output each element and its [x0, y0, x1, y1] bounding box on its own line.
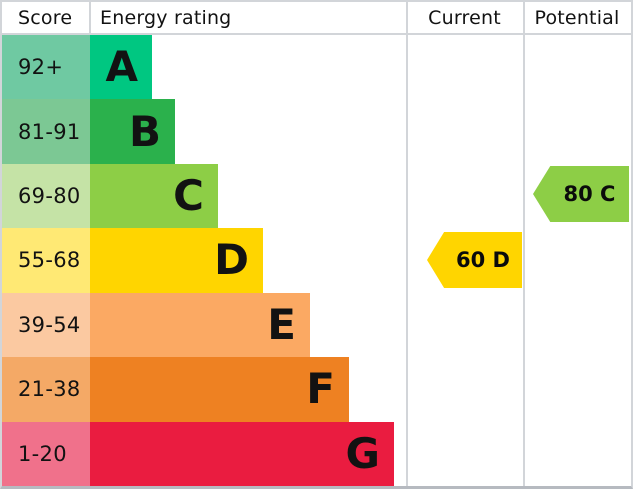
band-letter: F — [306, 364, 335, 414]
potential-column-divider — [523, 2, 525, 486]
potential-rating-arrow: 80 C — [533, 166, 629, 222]
score-column-divider — [89, 2, 91, 35]
current-rating-arrow: 60 D — [427, 232, 522, 288]
band-bar: E — [90, 292, 310, 358]
band-row-g: 1-20 G — [2, 421, 631, 486]
band-letter: E — [267, 299, 296, 349]
band-score-cell: 55-68 — [2, 228, 90, 293]
band-row-e: 39-54 E — [2, 292, 631, 358]
band-bar: F — [90, 357, 349, 422]
band-letter: C — [173, 171, 204, 221]
band-score-cell: 21-38 — [2, 357, 90, 422]
band-bar: B — [90, 99, 175, 164]
band-bar: A — [90, 35, 152, 100]
band-bar: D — [90, 228, 263, 293]
band-letter: A — [105, 42, 138, 92]
current-column-divider — [406, 2, 408, 486]
band-rows: 92+ A 81-91 B 69-80 C 55-68 D 39-54 — [2, 35, 631, 486]
band-score-cell: 92+ — [2, 35, 90, 100]
header-potential: Potential — [534, 6, 620, 29]
band-score-cell: 81-91 — [2, 99, 90, 164]
band-score-cell: 39-54 — [2, 292, 90, 358]
header-score: Score — [18, 6, 73, 29]
chart-header: Score Energy rating Current Potential — [2, 2, 631, 35]
band-letter: G — [345, 428, 380, 478]
band-score-cell: 69-80 — [2, 163, 90, 229]
band-bar: C — [90, 163, 218, 229]
band-letter: B — [128, 106, 161, 156]
band-bar: G — [90, 421, 394, 486]
band-score-cell: 1-20 — [2, 421, 90, 486]
header-energy-rating: Energy rating — [100, 6, 232, 29]
band-row-a: 92+ A — [2, 35, 631, 100]
band-letter: D — [214, 235, 249, 285]
band-row-c: 69-80 C — [2, 163, 631, 229]
header-current: Current — [428, 6, 501, 29]
band-row-b: 81-91 B — [2, 99, 631, 164]
band-row-d: 55-68 D — [2, 228, 631, 293]
band-row-f: 21-38 F — [2, 357, 631, 422]
